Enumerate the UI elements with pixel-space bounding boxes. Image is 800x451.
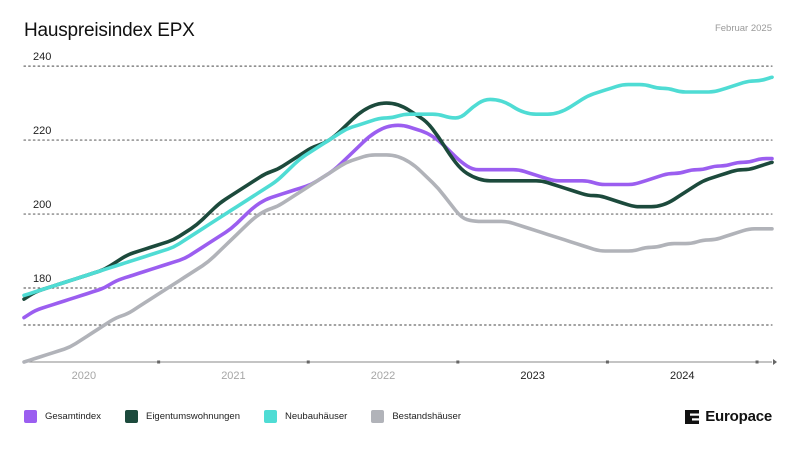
- x-tick-label: 2023: [520, 370, 544, 382]
- page-title: Hauspreisindex EPX: [24, 20, 195, 41]
- legend-swatch-eigentumswohnungen: [124, 410, 138, 423]
- legend-label: Bestandshäuser: [392, 411, 461, 422]
- legend-item-neubauhaeuser[interactable]: Neubauhäuser: [264, 410, 347, 423]
- report-date: Februar 2025: [714, 23, 772, 34]
- legend-label: Neubauhäuser: [285, 411, 348, 422]
- legend-item-eigentumswohnungen[interactable]: Eigentumswohnungen: [124, 410, 240, 423]
- x-tick-mark: [157, 360, 161, 364]
- x-tick-mark: [755, 360, 759, 364]
- legend-swatch-bestandshaeuser: [371, 410, 385, 423]
- x-tick-label: 2024: [670, 370, 694, 382]
- series-line-gesamtindex: [22, 123, 774, 320]
- x-tick-mark: [306, 360, 310, 364]
- line-chart: 180 200 220 240 2020 2021 2022 2023 2024: [22, 51, 777, 382]
- x-tick-label: 2021: [221, 370, 245, 382]
- legend-item-gesamtindex[interactable]: Gesamtindex: [24, 410, 101, 423]
- legend-swatch-neubauhaeuser: [264, 410, 277, 423]
- brand-logo[interactable]: Europace: [685, 408, 772, 425]
- legend-label: Gesamtindex: [45, 411, 101, 422]
- x-tick-mark: [605, 360, 609, 364]
- chart-legend: Gesamtindex Eigentumswohnungen Neubauhäu…: [24, 410, 485, 423]
- y-tick-label: 180: [33, 273, 51, 285]
- legend-swatch-gesamtindex: [24, 410, 37, 423]
- series-line-neubauhaeuser: [22, 75, 774, 298]
- legend-item-bestandshaeuser[interactable]: Bestandshäuser: [371, 410, 461, 423]
- series-line-eigentumswohnungen: [22, 101, 774, 301]
- x-tick-label: 2020: [72, 370, 96, 382]
- y-tick-label: 220: [33, 125, 51, 137]
- x-tick-mark: [456, 360, 460, 364]
- europace-logo-icon: [685, 409, 700, 424]
- y-tick-label: 240: [33, 51, 51, 63]
- brand-name: Europace: [705, 408, 772, 425]
- x-axis-arrow-icon: [773, 359, 777, 365]
- x-tick-label: 2022: [371, 370, 395, 382]
- legend-label: Eigentumswohnungen: [145, 411, 240, 422]
- series-line-bestandshaeuser: [22, 153, 774, 364]
- y-tick-label: 200: [33, 199, 51, 211]
